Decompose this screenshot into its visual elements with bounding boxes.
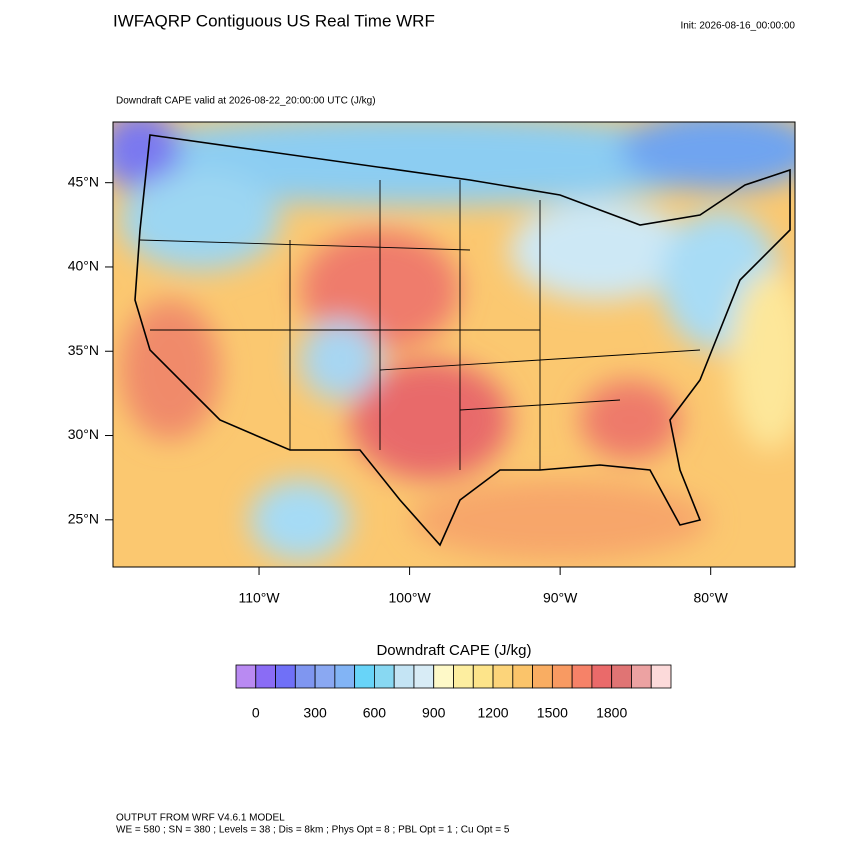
lat-tick-label: 40°N [68, 258, 99, 274]
colorbar-label: 600 [363, 705, 387, 721]
colorbar-box [334, 664, 356, 689]
colorbar-label: 300 [303, 705, 327, 721]
subtitle: Downdraft CAPE valid at 2026-08-22_20:00… [116, 96, 376, 107]
colorbar-box [631, 664, 652, 689]
colorbar-box [472, 664, 494, 689]
colorbar-box [492, 664, 514, 689]
colorbar-box [532, 664, 553, 689]
colorbar-box [294, 664, 316, 689]
colorbar-box [314, 664, 336, 689]
colorbar-box [611, 664, 632, 689]
title: IWFAQRP Contiguous US Real Time WRF [113, 11, 435, 30]
colorbar-label: 0 [252, 705, 260, 721]
lon-tick-label: 100°W [389, 590, 432, 606]
colorbar-box [453, 664, 474, 689]
map-frame [112, 121, 796, 568]
lat-tick-label: 45°N [68, 173, 99, 189]
colorbar-box [433, 664, 454, 689]
colorbar-label: 1800 [596, 705, 627, 721]
colorbar-box [354, 664, 375, 689]
lat-tick-label: 30°N [68, 426, 99, 442]
lat-tick-label: 25°N [68, 511, 99, 527]
colorbar-box [393, 664, 415, 689]
colorbar-box [374, 664, 395, 689]
colorbar-box [413, 664, 435, 689]
colorbar-box [255, 664, 276, 689]
footer-line: WE = 580 ; SN = 380 ; Levels = 38 ; Dis … [116, 825, 510, 836]
colorbar-box [512, 664, 533, 689]
colorbar-label: 1200 [477, 705, 508, 721]
colorbar-box [235, 664, 257, 689]
colorbar-label: 1500 [537, 705, 568, 721]
colorbar-box [591, 664, 613, 689]
lon-tick-label: 80°W [693, 590, 728, 606]
colorbar-box [650, 664, 672, 689]
lon-tick-label: 90°W [543, 590, 578, 606]
colorbar-box [551, 664, 573, 689]
map-field [113, 122, 795, 567]
lat-tick-label: 35°N [68, 342, 99, 358]
footer-line: OUTPUT FROM WRF V4.6.1 MODEL [116, 813, 285, 824]
colorbar-title: Downdraft CAPE (J/kg) [376, 642, 531, 659]
init-time: Init: 2026-08-16_00:00:00 [680, 21, 795, 32]
colorbar-box [571, 664, 593, 689]
lon-tick-label: 110°W [238, 590, 280, 606]
colorbar-label: 900 [422, 705, 446, 721]
colorbar-box [275, 664, 296, 689]
